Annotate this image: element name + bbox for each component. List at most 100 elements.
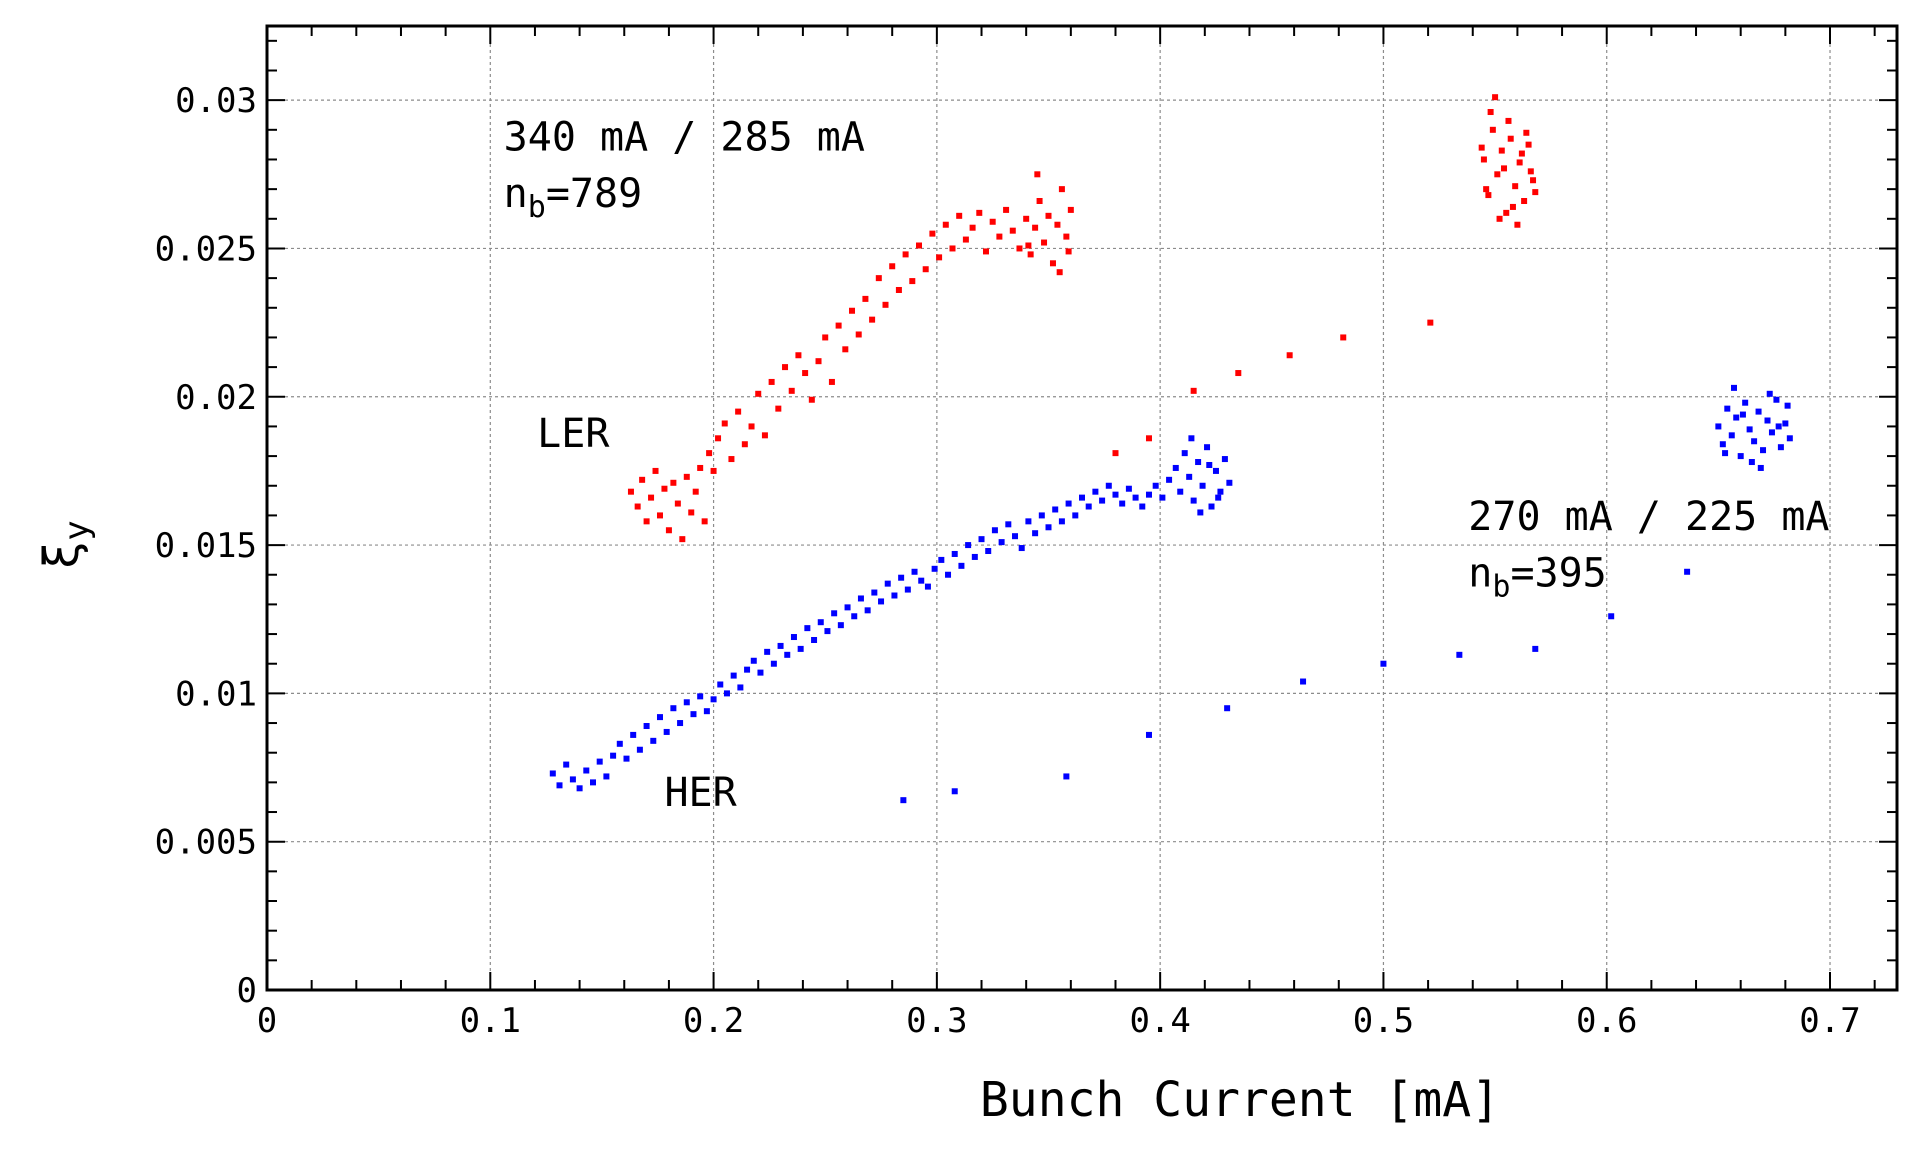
data-point xyxy=(1456,651,1463,658)
y-tick-label: 0.01 xyxy=(175,674,257,714)
data-point xyxy=(1521,198,1528,205)
data-point xyxy=(1226,479,1233,486)
data-point xyxy=(1186,473,1193,480)
data-point xyxy=(895,286,902,293)
data-point xyxy=(764,648,771,655)
data-point xyxy=(837,622,844,629)
data-point xyxy=(1119,500,1126,507)
data-point xyxy=(802,370,809,377)
data-point xyxy=(991,527,998,534)
data-point xyxy=(951,788,958,795)
data-point xyxy=(929,230,936,237)
series-ler xyxy=(627,94,1539,543)
data-point xyxy=(1099,497,1106,504)
annotation-sub: b xyxy=(528,190,546,225)
data-point xyxy=(715,435,722,442)
data-point xyxy=(728,456,735,463)
data-point xyxy=(1172,464,1179,471)
data-point xyxy=(989,218,996,225)
data-point xyxy=(1016,245,1023,252)
data-point xyxy=(875,275,882,282)
x-axis-title: Bunch Current [mA] xyxy=(980,1072,1500,1128)
y-tick-labels: 0 0.005 0.01 0.015 0.02 0.025 0.03 xyxy=(155,81,257,1011)
x-tick-label: 0.5 xyxy=(1353,1001,1414,1041)
data-point xyxy=(1340,334,1347,341)
data-point xyxy=(670,705,677,712)
annotation: 270 mA / 225 mA xyxy=(1468,494,1829,540)
data-point xyxy=(1079,494,1085,501)
data-point xyxy=(1532,189,1539,196)
data-point xyxy=(1085,503,1092,510)
data-point xyxy=(851,613,858,620)
data-point xyxy=(674,500,681,507)
data-point xyxy=(610,752,617,759)
data-point xyxy=(971,553,978,560)
data-point xyxy=(590,779,596,786)
data-point xyxy=(768,378,775,385)
data-point xyxy=(775,405,782,412)
data-point xyxy=(824,628,831,635)
data-point xyxy=(703,708,710,715)
data-point xyxy=(1525,141,1532,148)
data-point xyxy=(1188,435,1195,442)
data-point xyxy=(844,604,851,611)
data-point xyxy=(1286,352,1293,359)
data-point xyxy=(1221,456,1228,463)
data-point xyxy=(1496,215,1503,222)
data-point xyxy=(1509,203,1516,210)
data-point xyxy=(1208,503,1215,510)
data-points xyxy=(549,94,1793,804)
data-point xyxy=(1003,206,1010,213)
data-point xyxy=(670,479,677,486)
data-point xyxy=(855,331,862,338)
data-point xyxy=(1494,171,1501,178)
data-point xyxy=(1023,215,1030,222)
data-point xyxy=(1025,518,1032,525)
data-point xyxy=(596,758,603,765)
data-point xyxy=(956,212,963,219)
data-point xyxy=(1760,447,1767,454)
data-point xyxy=(656,512,663,519)
data-point xyxy=(998,539,1005,546)
data-point xyxy=(706,450,713,457)
data-point xyxy=(1072,512,1079,519)
data-point xyxy=(918,577,925,584)
data-point xyxy=(663,728,670,735)
annotation-tail: =395 xyxy=(1510,551,1606,597)
data-point xyxy=(811,636,818,643)
data-point xyxy=(985,548,992,555)
data-point xyxy=(569,776,576,783)
data-point xyxy=(1105,482,1112,489)
data-point xyxy=(643,518,650,525)
data-point xyxy=(782,364,789,371)
data-point xyxy=(1181,450,1188,457)
data-point xyxy=(1786,435,1793,442)
data-point xyxy=(717,681,724,688)
data-point xyxy=(688,509,695,516)
y-tick-label: 0.03 xyxy=(175,81,257,121)
data-point xyxy=(639,476,646,483)
data-point xyxy=(1190,387,1197,394)
data-point xyxy=(1132,494,1139,501)
data-point xyxy=(1731,384,1737,391)
data-point xyxy=(1728,432,1735,439)
data-point xyxy=(1527,168,1534,175)
data-point xyxy=(1300,678,1307,685)
data-point xyxy=(1532,645,1539,652)
data-point xyxy=(744,666,751,673)
data-point xyxy=(677,720,684,727)
annotation-tail: =789 xyxy=(546,171,642,217)
data-point xyxy=(958,562,965,569)
data-point xyxy=(630,731,637,738)
data-point xyxy=(1516,159,1523,166)
data-point xyxy=(1755,408,1762,415)
data-point xyxy=(1204,444,1211,451)
data-point xyxy=(1427,319,1434,326)
data-point xyxy=(1159,494,1166,501)
data-point xyxy=(969,224,976,231)
data-point xyxy=(750,657,757,664)
data-point xyxy=(924,583,931,590)
data-point xyxy=(882,301,889,308)
data-point xyxy=(735,408,742,415)
data-point xyxy=(1751,438,1758,445)
